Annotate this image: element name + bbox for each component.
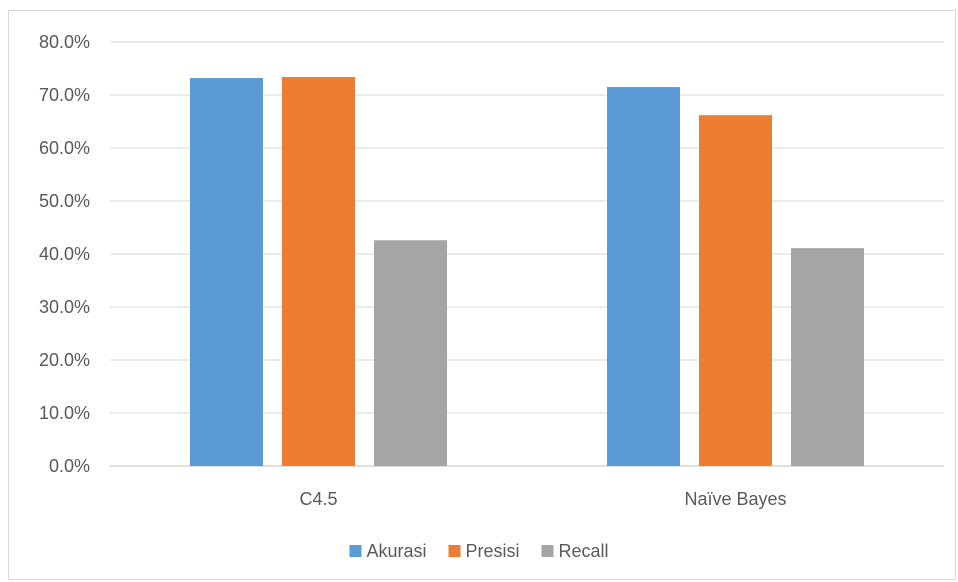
y-axis-labels: 0.0% 10.0% 20.0% 30.0% 40.0% 50.0% 60.0% 70.0% 8… [39,32,90,476]
legend-swatch-akurasi [349,545,362,557]
x-tick-label: Naïve Bayes [684,489,786,509]
legend-label-presisi: Presisi [465,541,519,561]
legend-swatch-presisi [448,545,461,557]
legend-label-akurasi: Akurasi [366,541,426,561]
bar-presisi-2 [699,115,772,466]
y-tick-label: 80.0% [39,32,90,52]
bar-recall-1 [374,240,447,466]
bar-akurasi-2 [607,87,680,467]
bar-presisi-1 [282,76,355,466]
legend-swatch-recall [541,545,554,557]
bars [190,76,864,467]
y-tick-label: 70.0% [39,85,90,105]
y-tick-label: 20.0% [39,350,90,370]
legend-label-recall: Recall [559,541,609,561]
legend: Akurasi Presisi Recall [349,541,609,561]
bar-akurasi-1 [190,78,263,466]
x-tick-label: C4.5 [299,489,337,509]
y-tick-label: 60.0% [39,138,90,158]
bar-recall-2 [791,248,864,466]
y-tick-label: 50.0% [39,191,90,211]
x-axis-labels: C4.5 Naïve Bayes [299,489,786,509]
y-tick-label: 10.0% [39,403,90,423]
y-tick-label: 40.0% [39,244,90,264]
y-tick-label: 0.0% [49,456,90,476]
y-tick-label: 30.0% [39,297,90,317]
